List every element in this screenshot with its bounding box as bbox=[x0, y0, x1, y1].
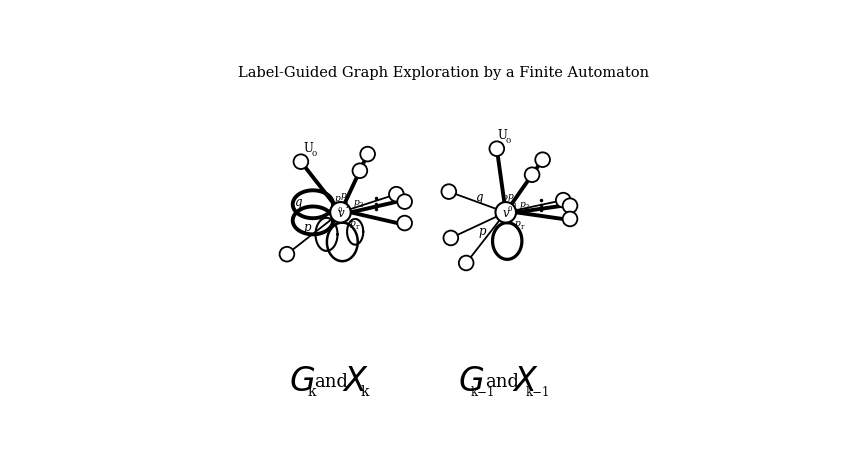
Text: $G$: $G$ bbox=[458, 366, 484, 397]
Circle shape bbox=[525, 168, 540, 183]
Text: p: p bbox=[340, 190, 346, 199]
Text: 2: 2 bbox=[525, 202, 529, 210]
Circle shape bbox=[293, 155, 308, 169]
Circle shape bbox=[353, 164, 368, 178]
Text: p: p bbox=[335, 193, 341, 202]
Text: and: and bbox=[314, 373, 349, 390]
Circle shape bbox=[444, 231, 458, 246]
Text: 1: 1 bbox=[344, 202, 349, 210]
Text: 2: 2 bbox=[358, 200, 362, 208]
Circle shape bbox=[279, 248, 294, 262]
Text: $X$: $X$ bbox=[342, 366, 368, 397]
Circle shape bbox=[562, 212, 577, 227]
Text: p: p bbox=[520, 199, 526, 208]
Text: r: r bbox=[521, 223, 524, 231]
Text: k−1: k−1 bbox=[471, 385, 495, 398]
Text: q: q bbox=[477, 191, 484, 204]
Circle shape bbox=[556, 193, 571, 208]
Text: Label-Guided Graph Exploration by a Finite Automaton: Label-Guided Graph Exploration by a Fini… bbox=[238, 66, 649, 80]
Circle shape bbox=[562, 199, 577, 214]
Text: p: p bbox=[515, 218, 520, 228]
Circle shape bbox=[496, 203, 516, 223]
Text: 0: 0 bbox=[338, 205, 343, 213]
Circle shape bbox=[330, 203, 350, 223]
Circle shape bbox=[361, 148, 375, 162]
Circle shape bbox=[441, 185, 456, 199]
Circle shape bbox=[490, 142, 504, 157]
Text: k: k bbox=[361, 385, 369, 398]
Circle shape bbox=[458, 256, 473, 271]
Text: $X$: $X$ bbox=[512, 366, 540, 397]
Text: and: and bbox=[485, 373, 519, 390]
Circle shape bbox=[389, 188, 404, 202]
Text: v: v bbox=[503, 207, 509, 219]
Circle shape bbox=[535, 153, 550, 168]
Text: $G$: $G$ bbox=[289, 366, 315, 397]
Text: p: p bbox=[508, 191, 513, 200]
Text: 1: 1 bbox=[512, 203, 516, 210]
Text: p: p bbox=[478, 225, 485, 238]
Text: 0: 0 bbox=[505, 136, 510, 144]
Text: p: p bbox=[502, 193, 508, 202]
Circle shape bbox=[397, 195, 412, 209]
Text: 0: 0 bbox=[311, 149, 317, 157]
Text: U: U bbox=[498, 129, 508, 141]
Text: q: q bbox=[294, 196, 302, 208]
Text: r: r bbox=[356, 222, 359, 230]
Text: p: p bbox=[304, 220, 311, 233]
Text: k−1: k−1 bbox=[526, 385, 550, 398]
Text: k: k bbox=[308, 385, 316, 398]
Text: p: p bbox=[353, 197, 359, 206]
Text: U: U bbox=[304, 141, 314, 154]
Text: p: p bbox=[349, 218, 355, 227]
Text: v: v bbox=[337, 207, 343, 219]
Text: 0: 0 bbox=[507, 205, 512, 213]
Circle shape bbox=[397, 216, 412, 231]
